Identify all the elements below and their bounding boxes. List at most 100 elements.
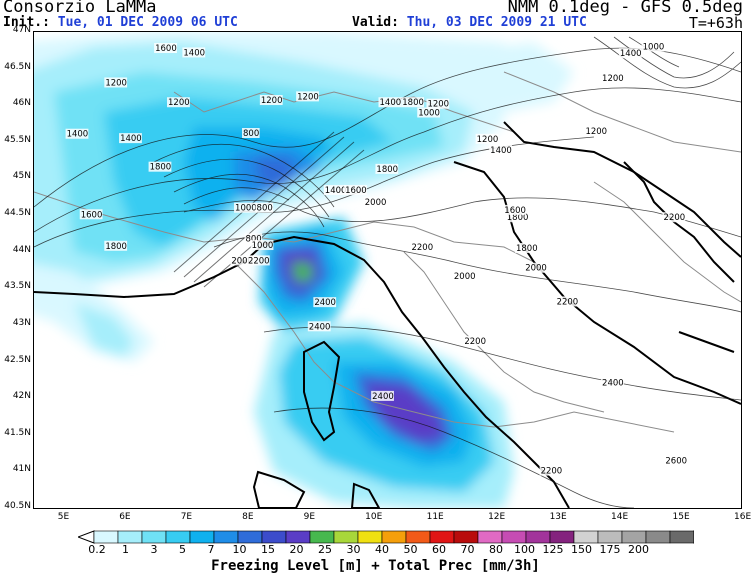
contour-label: 1200 bbox=[585, 127, 607, 137]
contour-label: 2400 bbox=[309, 322, 331, 332]
contour-label: 800 bbox=[243, 129, 259, 139]
org-title: Consorzio LaMMa bbox=[3, 0, 157, 17]
contour-label-bg bbox=[182, 47, 206, 58]
colorbar-swatch bbox=[165, 530, 191, 544]
contour-label-bg bbox=[601, 73, 624, 84]
colorbar-swatch bbox=[645, 530, 671, 544]
colorbar-tick-label: 80 bbox=[489, 543, 503, 556]
contour-label: 1400 bbox=[380, 98, 402, 108]
lon-tick-label: 7E bbox=[180, 512, 193, 522]
colorbar-swatch bbox=[669, 530, 695, 544]
contour-label-bg bbox=[503, 204, 527, 215]
lat-tick-label: 43N bbox=[12, 317, 31, 328]
lon-tick-label: 11E bbox=[426, 512, 444, 522]
contour-label-bg bbox=[79, 209, 103, 220]
colorbar-swatch bbox=[477, 530, 503, 544]
contour-label-bg bbox=[296, 91, 319, 102]
contour-label: 1400 bbox=[490, 146, 512, 156]
init-line: Init.: Tue, 01 DEC 2009 06 UTC bbox=[3, 15, 238, 30]
contour-label: 1200 bbox=[297, 92, 319, 102]
contour-label: 2200 bbox=[557, 297, 579, 307]
contour-label-bg bbox=[104, 240, 128, 251]
lat-tick-label: 40.5N bbox=[4, 501, 31, 511]
valid-value: Thu, 03 DEC 2009 21 UTC bbox=[406, 15, 587, 30]
colorbar-tick-label: 70 bbox=[460, 543, 475, 556]
colorbar-tick-label: 175 bbox=[599, 543, 621, 556]
contour-label: 2200 bbox=[248, 256, 270, 266]
contour-label: 1000 bbox=[643, 43, 665, 53]
colorbar-tick-label: 15 bbox=[261, 543, 275, 556]
valid-label: Valid: bbox=[352, 15, 399, 30]
colorbar-swatch bbox=[333, 530, 359, 544]
colorbar-tick-label: 125 bbox=[542, 543, 564, 556]
contour-label: 2000 bbox=[525, 264, 547, 274]
contour-label: 2200 bbox=[411, 243, 433, 253]
contour-label-bg bbox=[378, 97, 402, 108]
colorbar-swatch bbox=[357, 530, 383, 544]
lat-tick-label: 46N bbox=[12, 98, 31, 109]
contour-label-bg bbox=[242, 127, 260, 138]
contour-label: 1800 bbox=[516, 244, 538, 254]
lon-tick-label: 12E bbox=[488, 512, 506, 522]
lon-tick-label: 8E bbox=[242, 512, 254, 522]
colorbar-swatch bbox=[549, 530, 575, 544]
contour-label-bg bbox=[662, 212, 686, 223]
colorbar-low-arrow bbox=[76, 530, 95, 544]
contour-label-bg bbox=[323, 185, 347, 196]
colorbar-swatch bbox=[621, 530, 647, 544]
contour-label-bg bbox=[154, 43, 177, 54]
contour-label-bg bbox=[401, 97, 425, 108]
init-value: Tue, 01 DEC 2009 06 UTC bbox=[57, 15, 238, 30]
contour-label-bg bbox=[601, 377, 624, 388]
lon-tick-label: 9E bbox=[303, 512, 316, 522]
contour-label: 2000 bbox=[231, 256, 253, 266]
colorbar-swatch bbox=[237, 530, 263, 544]
lat-tick-label: 45N bbox=[12, 171, 31, 182]
lat-tick-label: 42N bbox=[12, 391, 31, 402]
contour-label-bg bbox=[584, 125, 608, 136]
colorbar-swatch bbox=[501, 530, 527, 544]
contour-label: 1400 bbox=[620, 49, 642, 59]
contour-label-bg bbox=[452, 270, 476, 281]
contour-label-bg bbox=[664, 455, 688, 466]
contour-label-bg bbox=[148, 161, 172, 172]
contour-label: 2000 bbox=[365, 198, 387, 208]
contour-label: 2600 bbox=[665, 456, 687, 466]
colorbar-swatch bbox=[453, 530, 479, 544]
contour-label: 2200 bbox=[464, 337, 486, 347]
contour-label-bg bbox=[539, 465, 563, 476]
contour-label: 1600 bbox=[504, 206, 526, 216]
colorbar-swatch bbox=[117, 530, 143, 544]
contour-label: 1400 bbox=[67, 130, 89, 140]
colorbar-swatch bbox=[93, 530, 119, 544]
contour-label-bg bbox=[417, 107, 441, 118]
contour-label-bg bbox=[255, 202, 274, 213]
colorbar-tick-label: 1 bbox=[122, 543, 129, 556]
contour-label-bg bbox=[426, 98, 450, 109]
contour-label: 2200 bbox=[541, 467, 563, 477]
contour-label-bg bbox=[244, 233, 263, 244]
lat-tick-label: 41.5N bbox=[4, 427, 31, 438]
contour-label: 1600 bbox=[81, 210, 103, 220]
colorbar-tick-label: 150 bbox=[571, 543, 592, 556]
colorbar-swatch bbox=[213, 530, 239, 544]
contour-label: 2400 bbox=[372, 392, 394, 402]
contour-label-bg bbox=[344, 185, 367, 196]
contour-label-bg bbox=[641, 41, 665, 52]
colorbar-tick-label: 3 bbox=[150, 543, 158, 556]
contour-label: 800 bbox=[245, 234, 261, 244]
contour-label: 1200 bbox=[602, 74, 624, 84]
colorbar-swatch bbox=[309, 530, 335, 544]
contour-label: 1400 bbox=[325, 186, 347, 196]
colorbar-tick-label: 40 bbox=[375, 543, 389, 556]
lat-tick-label: 42.5N bbox=[4, 354, 31, 365]
colorbar-tick-label: 10 bbox=[232, 543, 247, 556]
contour-label-bg bbox=[246, 255, 270, 266]
contour-label-bg bbox=[555, 296, 579, 307]
contour-label-bg bbox=[363, 196, 387, 207]
contour-label-bg bbox=[65, 128, 89, 139]
contour-label-bg bbox=[489, 144, 512, 155]
colorbar-swatch bbox=[141, 530, 167, 544]
legend-title: Freezing Level [m] + Total Prec [mm/3h] bbox=[211, 558, 540, 574]
